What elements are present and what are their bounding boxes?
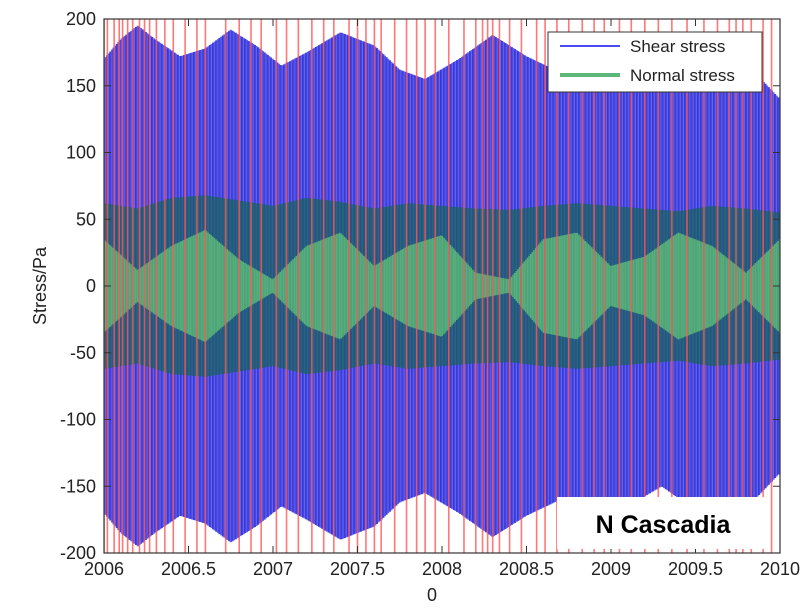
plot-area bbox=[104, 19, 780, 553]
y-tick-label: -200 bbox=[60, 543, 96, 563]
x-tick-label: 2008 bbox=[422, 559, 462, 579]
y-tick-label: 150 bbox=[66, 76, 96, 96]
y-tick-label: -50 bbox=[70, 343, 96, 363]
y-tick-label: -100 bbox=[60, 410, 96, 430]
x-tick-label: 2010 bbox=[760, 559, 800, 579]
y-tick-label: -150 bbox=[60, 476, 96, 496]
x-axis-label: 0 bbox=[427, 585, 437, 605]
x-tick-label: 2007 bbox=[253, 559, 293, 579]
annotation-text: N Cascadia bbox=[596, 511, 732, 539]
region-annotation: N Cascadia bbox=[557, 497, 769, 549]
legend-label-shear: Shear stress bbox=[630, 37, 725, 56]
y-axis-label: Stress/Pa bbox=[30, 246, 50, 325]
event-markers bbox=[104, 19, 773, 553]
x-tick-label: 2006 bbox=[84, 559, 124, 579]
y-tick-label: 100 bbox=[66, 143, 96, 163]
x-tick-label: 2008.5 bbox=[499, 559, 554, 579]
annotation-box bbox=[557, 497, 769, 549]
legend: Shear stress Normal stress bbox=[547, 31, 763, 93]
x-tick-label: 2009 bbox=[591, 559, 631, 579]
y-tick-label: 0 bbox=[86, 276, 96, 296]
legend-label-normal: Normal stress bbox=[630, 66, 735, 85]
x-tick-label: 2006.5 bbox=[161, 559, 216, 579]
y-tick-label: 50 bbox=[76, 209, 96, 229]
legend-box bbox=[547, 31, 763, 93]
x-tick-label: 2007.5 bbox=[330, 559, 385, 579]
axis-ticks: 2006 2006.5 2007 2007.5 2008 2008.5 2009 2009.5… bbox=[60, 9, 800, 579]
x-tick-label: 2009.5 bbox=[668, 559, 723, 579]
y-tick-label: 200 bbox=[66, 9, 96, 29]
